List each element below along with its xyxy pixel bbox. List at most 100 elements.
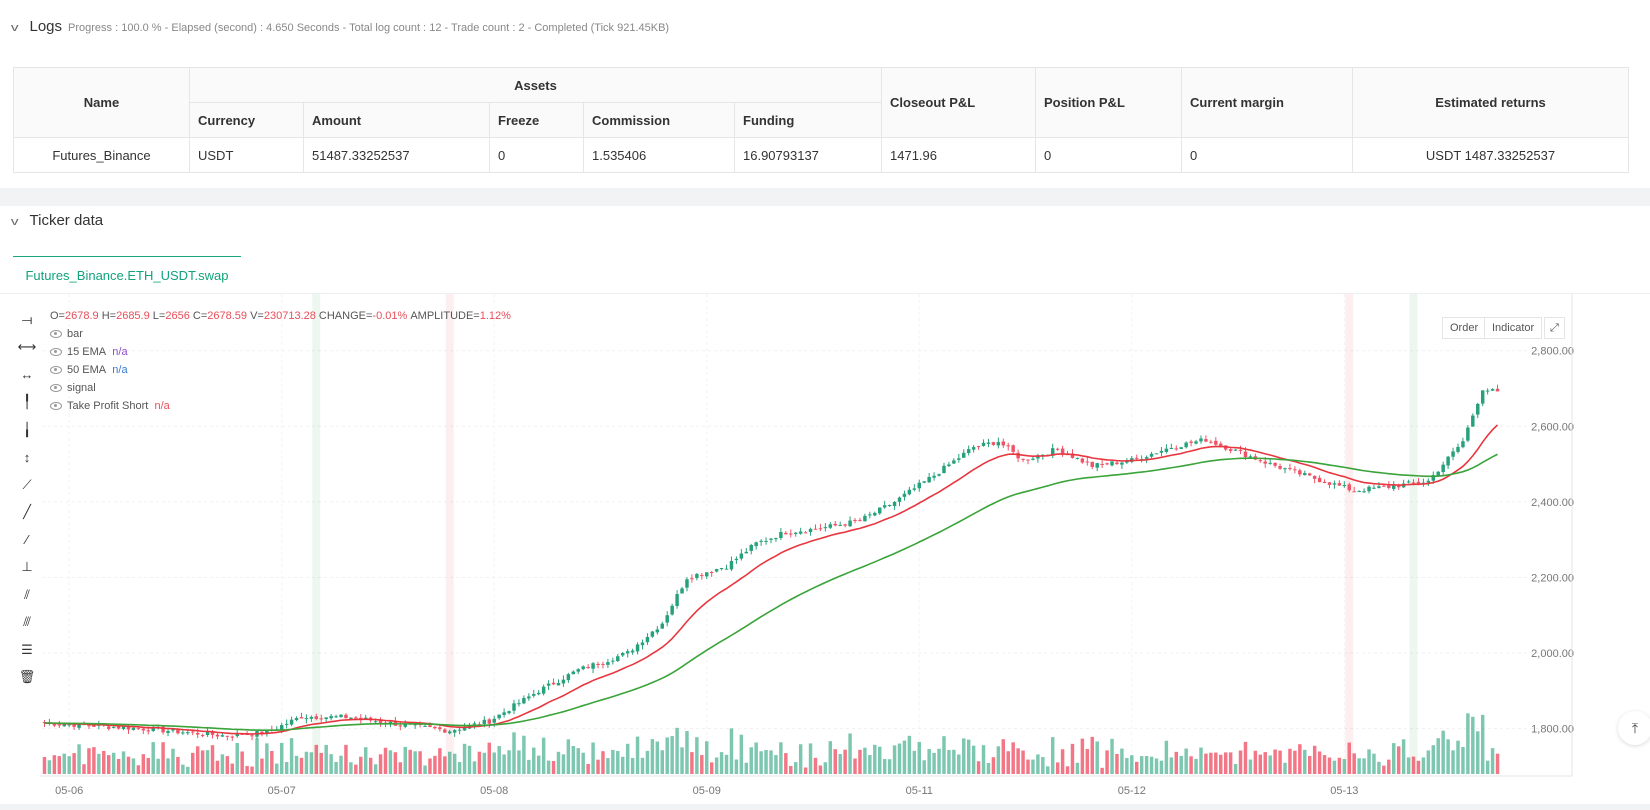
volume-bar: [1115, 753, 1119, 774]
volume-bar: [1401, 739, 1406, 774]
legend-item-50-ema[interactable]: 50 EMA n/a: [50, 361, 511, 379]
legend-item-bar[interactable]: bar: [50, 325, 511, 343]
legend-value: n/a: [112, 346, 128, 358]
volume-bar: [482, 752, 487, 774]
horizontal-ray-icon[interactable]: ⟞: [21, 311, 33, 327]
candle: [423, 725, 427, 727]
vertical-segment-icon[interactable]: ╽: [23, 421, 31, 437]
eye-icon[interactable]: [50, 384, 62, 392]
candle: [126, 726, 131, 730]
candle: [1332, 483, 1337, 485]
eye-icon[interactable]: [50, 330, 62, 338]
parallel-channel-icon[interactable]: ⫽: [24, 586, 30, 602]
candle: [517, 703, 521, 705]
volume-bar: [1490, 748, 1495, 774]
legend-item-take-profit-short[interactable]: Take Profit Short n/a: [50, 397, 511, 415]
candle: [947, 464, 951, 467]
col-commission: Commission: [583, 102, 735, 138]
volume-bar: [359, 756, 363, 774]
candle: [279, 725, 284, 730]
trend-line-icon[interactable]: ⟋: [22, 476, 32, 492]
candle: [754, 542, 758, 547]
candle: [536, 692, 541, 695]
candle: [808, 528, 813, 533]
trash-icon[interactable]: 🗑: [18, 669, 36, 685]
candle: [472, 723, 477, 725]
col-margin: Current margin: [1181, 67, 1353, 138]
candle: [1347, 484, 1351, 491]
signal-band-short: [1345, 294, 1354, 774]
volume-bar: [1174, 751, 1179, 774]
volume-bar: [1090, 736, 1094, 774]
chevron-down-icon[interactable]: v: [10, 216, 19, 228]
candle: [690, 578, 694, 580]
candle: [882, 505, 887, 508]
candle: [1164, 448, 1169, 452]
eye-icon[interactable]: [50, 348, 62, 356]
volume-bar: [408, 749, 412, 774]
price-chart[interactable]: 1,800.00 2,000.00 2,200.00 2,400.00 2,600.00…: [0, 294, 1650, 804]
horizontal-line-icon[interactable]: ⟷: [17, 339, 37, 355]
tab-eth-usdt-swap[interactable]: Futures_Binance.ETH_USDT.swap: [13, 256, 241, 293]
candle: [1362, 491, 1366, 493]
candle: [1471, 415, 1475, 427]
eye-icon[interactable]: [50, 366, 62, 374]
fib-retracement-icon[interactable]: ☰: [21, 641, 33, 657]
ticker-header[interactable]: v Ticker data: [10, 212, 103, 229]
candle: [428, 725, 432, 728]
volume-bar: [339, 755, 343, 774]
vertical-line-icon[interactable]: ↕: [23, 449, 31, 465]
candle: [462, 727, 467, 731]
legend-item-15-ema[interactable]: 15 EMA n/a: [50, 343, 511, 361]
col-currency: Currency: [189, 102, 304, 138]
candle: [309, 716, 314, 719]
volume-bar: [1268, 755, 1272, 774]
logs-header[interactable]: v Logs Progress : 100.0 % - Elapsed (sec…: [10, 18, 669, 35]
volume-bar: [556, 751, 561, 774]
volume-bar: [724, 754, 729, 774]
price-label-icon[interactable]: ⊥: [21, 559, 33, 575]
horizontal-segment-icon[interactable]: ↔: [20, 367, 34, 383]
fullscreen-icon[interactable]: ⤢: [1544, 317, 1565, 339]
candle: [448, 731, 452, 734]
o-value: 2678.9: [64, 310, 99, 322]
volume-bar: [1223, 752, 1228, 774]
volume-bar: [467, 745, 472, 774]
candle: [359, 717, 363, 720]
volume-bar: [102, 750, 106, 774]
volume-bar: [1471, 716, 1475, 774]
volume-bar: [828, 741, 833, 774]
eye-icon[interactable]: [50, 402, 62, 410]
candle: [868, 514, 872, 516]
vertical-ray-icon[interactable]: ╿: [23, 394, 31, 410]
volume-bar: [818, 765, 823, 774]
fib-channel-icon[interactable]: ⫻: [23, 614, 31, 630]
candle: [635, 644, 640, 652]
candle: [373, 721, 378, 723]
candle: [284, 723, 289, 725]
volume-bar: [1480, 714, 1485, 774]
volume-bar: [863, 747, 867, 774]
volume-bar: [660, 750, 664, 774]
volume-bar: [843, 749, 847, 774]
volume-bar: [1214, 752, 1218, 774]
indicator-button[interactable]: Indicator: [1484, 317, 1543, 339]
volume-bar: [744, 762, 749, 774]
ray-line-icon[interactable]: ╱: [23, 504, 31, 520]
legend-label: Take Profit Short: [67, 400, 149, 412]
volume-bar: [532, 747, 536, 774]
volume-bar: [779, 742, 783, 774]
order-button[interactable]: Order: [1442, 317, 1487, 339]
candle: [1466, 427, 1470, 441]
straight-line-icon[interactable]: ⁄: [25, 532, 29, 548]
volume-bar: [1164, 740, 1169, 774]
chevron-down-icon[interactable]: v: [10, 22, 19, 34]
volume-bar: [42, 757, 47, 774]
chart-legend: O= 2678.9 H= 2685.9 L= 2656 C= 2678.59 V= 230…: [50, 307, 511, 415]
scroll-top-icon[interactable]: ⤒: [1618, 711, 1650, 745]
volume-bar: [971, 745, 976, 774]
volume-bar: [457, 762, 462, 774]
legend-item-signal[interactable]: signal: [50, 379, 511, 397]
volume-bar: [586, 763, 590, 774]
candle: [863, 515, 867, 522]
